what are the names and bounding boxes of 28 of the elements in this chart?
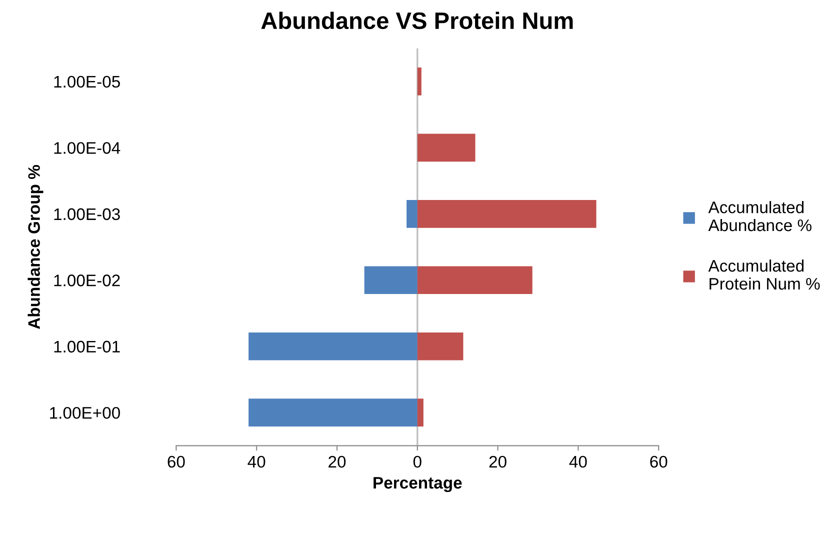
x-tick-label: 60 [168, 456, 185, 468]
y-tick-label: 1.00E-01 [54, 340, 120, 353]
x-tick-label: 40 [248, 456, 266, 468]
bar [248, 398, 418, 427]
bar [417, 68, 422, 96]
legend-label: Accumulated Abundance % [708, 201, 812, 232]
bar [248, 332, 418, 360]
bar [417, 398, 424, 427]
legend-label: Accumulated Protein Num % [708, 260, 820, 290]
y-tick-label: 1.00E+00 [50, 406, 120, 419]
x-tick-label: 20 [328, 456, 346, 468]
x-tick-label: 60 [650, 456, 668, 468]
bar [417, 200, 596, 228]
y-tick-label: 1.00E-02 [54, 274, 120, 286]
x-axis-title: Percentage [374, 477, 462, 492]
y-tick-label: 1.00E-05 [54, 76, 120, 88]
bar [417, 332, 464, 360]
x-tick-label: 20 [489, 456, 506, 468]
bar [417, 134, 476, 162]
x-tick-label: 0 [413, 456, 422, 468]
bar [406, 200, 418, 228]
bar [364, 266, 418, 294]
bar [417, 266, 532, 294]
x-tick-label: 40 [569, 456, 587, 468]
chart-title: Abundance VS Protein Num [261, 12, 573, 30]
y-tick-label: 1.00E-04 [54, 142, 120, 154]
y-tick-label: 1.00E-03 [54, 208, 120, 220]
y-axis-title: Abundance Group % [28, 165, 44, 330]
